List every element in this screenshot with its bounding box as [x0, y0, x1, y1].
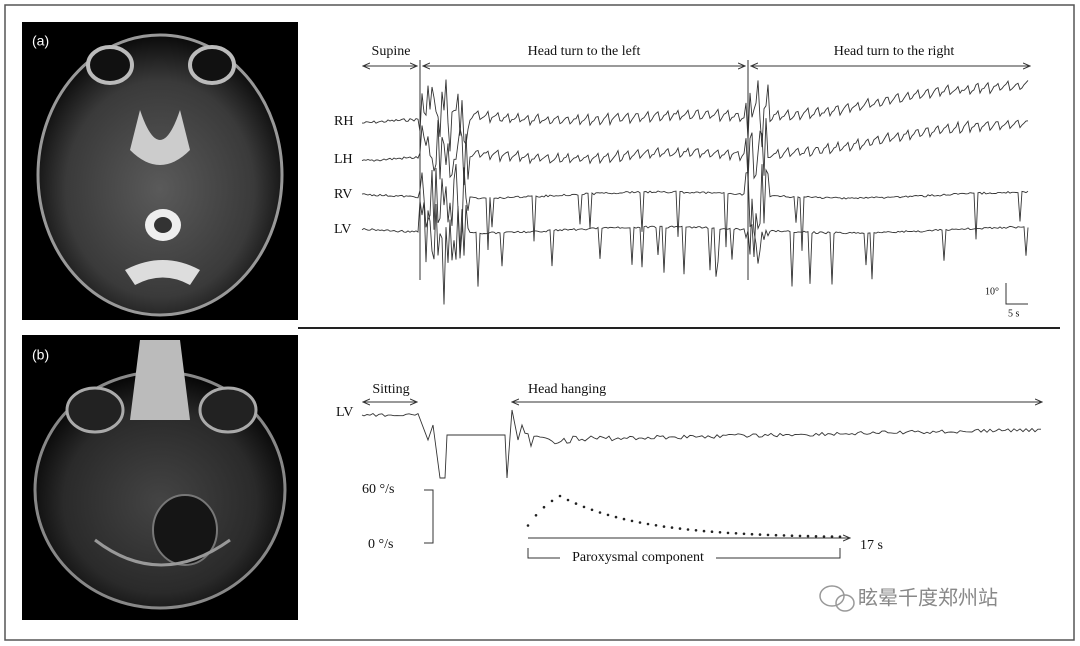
velocity-dot: [814, 535, 818, 538]
velocity-dot: [550, 499, 554, 503]
channel-label: LV: [334, 222, 351, 237]
velocity-dot: [798, 534, 802, 538]
eye-trace: [361, 409, 1041, 479]
velocity-dot: [686, 528, 690, 531]
velocity-dot: [710, 530, 714, 533]
axis-label: 0 °/s: [368, 537, 393, 552]
phase-label: Head turn to the left: [528, 44, 641, 59]
velocity-dot: [566, 498, 570, 502]
channel-label: LH: [334, 152, 353, 167]
phase-label: Sitting: [372, 382, 409, 397]
velocity-dot: [742, 532, 746, 536]
velocity-dot: [838, 535, 842, 538]
phase-label: Head turn to the right: [834, 44, 955, 59]
velocity-dot: [766, 533, 770, 537]
velocity-dot: [670, 526, 674, 529]
phase-arrows: [363, 60, 1030, 280]
component-label: Paroxysmal component: [572, 550, 704, 565]
velocity-dot: [678, 527, 682, 530]
eye-trace: [362, 79, 1029, 152]
scale-label: 5 s: [1008, 308, 1020, 319]
axis-label: 60 °/s: [362, 482, 394, 497]
velocity-dot: [542, 505, 546, 509]
scale-bar: [1005, 283, 1028, 305]
velocity-dot: [526, 524, 530, 527]
mri-image-a: [22, 22, 298, 320]
velocity-dot: [590, 508, 594, 512]
velocity-dot: [622, 517, 626, 521]
panel-label: (b): [32, 347, 49, 363]
bracket: [527, 548, 841, 559]
velocity-dot: [662, 525, 666, 528]
velocity-dot: [830, 535, 834, 538]
velocity-dot: [782, 534, 786, 537]
velocity-dot: [790, 534, 794, 537]
channel-label: RV: [334, 187, 352, 202]
phase-label: Supine: [372, 44, 411, 59]
velocity-dot: [598, 511, 602, 514]
velocity-dot: [630, 519, 634, 523]
panel-label: (a): [32, 33, 49, 49]
velocity-dot: [614, 515, 618, 519]
velocity-dot: [646, 522, 650, 526]
velocity-dot: [806, 534, 810, 538]
scale-label: 10°: [985, 286, 999, 297]
velocity-dot: [726, 531, 730, 535]
velocity-dot: [638, 521, 642, 524]
velocity-dot: [582, 505, 586, 509]
eye-trace: [361, 118, 1029, 186]
velocity-axis: [424, 489, 434, 544]
channel-label: RH: [334, 114, 353, 129]
duration-label: 17 s: [860, 538, 883, 553]
velocity-dot: [774, 533, 778, 537]
velocity-dot: [574, 502, 578, 505]
velocity-dot: [750, 532, 754, 536]
velocity-dot: [702, 529, 706, 533]
velocity-dot: [718, 531, 722, 534]
eye-trace: [361, 198, 1029, 305]
velocity-dot: [822, 535, 826, 538]
velocity-dot: [654, 524, 658, 527]
eye-trace: [361, 163, 1029, 259]
watermark: 眩晕千度郑州站: [858, 586, 998, 609]
traces: [361, 79, 1041, 538]
velocity-dot: [534, 514, 538, 517]
channel-label: LV: [336, 405, 353, 420]
velocity-dot: [758, 533, 762, 536]
velocity-dot: [558, 494, 562, 498]
velocity-dot: [734, 532, 738, 535]
watermark-icon: [819, 585, 855, 612]
phase-label: Head hanging: [528, 382, 606, 397]
mri-image-b: [22, 335, 298, 620]
velocity-dot: [694, 529, 698, 532]
velocity-dot: [606, 513, 610, 517]
